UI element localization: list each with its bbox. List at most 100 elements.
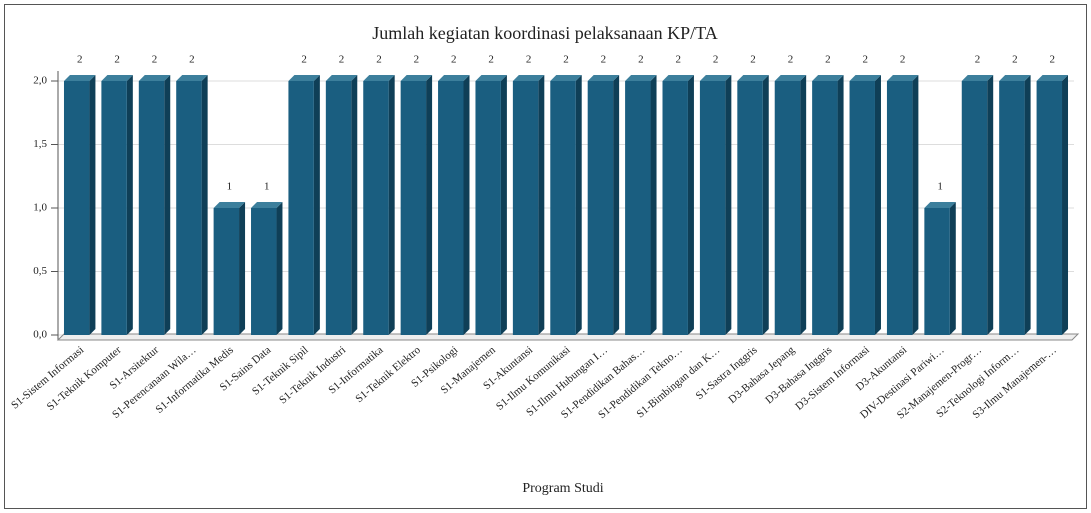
bar-top (662, 75, 694, 81)
bar (587, 81, 614, 335)
bar (325, 81, 352, 335)
bar-top (849, 75, 881, 81)
value-label: 2 (152, 54, 158, 66)
bar (512, 81, 539, 335)
floor (56, 333, 1080, 341)
bar-side (575, 75, 582, 335)
bar (999, 81, 1025, 335)
value-label: 2 (376, 54, 382, 66)
bar (101, 81, 127, 335)
y-tick-label: 0,0 (33, 329, 47, 341)
y-tick-label: 1,5 (33, 138, 47, 150)
bar (849, 81, 875, 335)
bar-top (400, 75, 433, 81)
value-label: 1 (937, 181, 943, 193)
bar (812, 81, 838, 335)
chart-title: Jumlah kegiatan koordinasi pelaksanaan K… (372, 23, 717, 43)
bar-side (164, 75, 171, 335)
bar-side (687, 75, 694, 335)
value-label: 2 (77, 54, 83, 66)
bar-top (288, 75, 320, 81)
bar (363, 81, 389, 335)
value-label: 2 (526, 54, 532, 66)
bar-top (251, 202, 283, 208)
bar-top (138, 75, 171, 81)
value-label: 1 (227, 181, 233, 193)
bar-top (737, 75, 769, 81)
bar-top (475, 75, 507, 81)
value-label: 2 (563, 54, 569, 66)
bar (924, 208, 950, 335)
bar-side (800, 75, 807, 335)
bar-top (363, 75, 395, 81)
bar (213, 208, 240, 335)
value-label: 1 (264, 181, 270, 193)
bar (961, 81, 988, 335)
bar-top (176, 75, 208, 81)
bar (475, 81, 501, 335)
bar (288, 81, 314, 335)
bar-top (550, 75, 582, 81)
bar-top (438, 75, 470, 81)
bar-side (987, 75, 994, 335)
bar-side (201, 75, 208, 335)
bar-side (725, 75, 732, 335)
bar (774, 81, 801, 335)
value-label: 2 (301, 54, 307, 66)
value-label: 2 (825, 54, 831, 66)
bar-side (276, 202, 283, 335)
bar-side (837, 75, 844, 335)
bar-side (912, 75, 919, 335)
value-label: 2 (863, 54, 869, 66)
bar-side (762, 75, 769, 335)
bar-top (924, 202, 956, 208)
bar (251, 208, 277, 335)
bar-side (1062, 75, 1069, 335)
bar-side (949, 202, 956, 335)
bar-side (1024, 75, 1031, 335)
bar-side (500, 75, 507, 335)
bar-top (999, 75, 1031, 81)
bar-side (463, 75, 470, 335)
value-label: 2 (451, 54, 457, 66)
bar-top (625, 75, 657, 81)
bar-side (351, 75, 358, 335)
value-label: 2 (339, 54, 345, 66)
bar-side (239, 202, 246, 335)
bar-top (699, 75, 732, 81)
value-label: 2 (675, 54, 681, 66)
value-label: 2 (713, 54, 719, 66)
bar-top (1036, 75, 1069, 81)
value-label: 2 (601, 54, 607, 66)
bar-top (325, 75, 358, 81)
bar-top (774, 75, 807, 81)
value-label: 2 (900, 54, 906, 66)
bar (400, 81, 427, 335)
value-label: 2 (788, 54, 794, 66)
bar-side (126, 75, 133, 335)
bar-top (812, 75, 844, 81)
value-label: 2 (414, 54, 420, 66)
bar-top (961, 75, 994, 81)
bar-top (886, 75, 919, 81)
bar-side (89, 75, 96, 335)
bar (550, 81, 576, 335)
bar (138, 81, 165, 335)
bar-side (388, 75, 395, 335)
bar-side (613, 75, 620, 335)
bar (662, 81, 688, 335)
x-axis-title: Program Studi (522, 481, 603, 496)
bar-side (313, 75, 320, 335)
y-tick-label: 0,5 (33, 265, 47, 277)
bar (438, 81, 464, 335)
value-label: 2 (1050, 54, 1056, 66)
bar-side (426, 75, 433, 335)
bar-side (874, 75, 881, 335)
value-label: 2 (189, 54, 195, 66)
value-label: 2 (750, 54, 756, 66)
bar (737, 81, 763, 335)
bar (625, 81, 651, 335)
value-label: 2 (114, 54, 120, 66)
value-label: 2 (975, 54, 981, 66)
